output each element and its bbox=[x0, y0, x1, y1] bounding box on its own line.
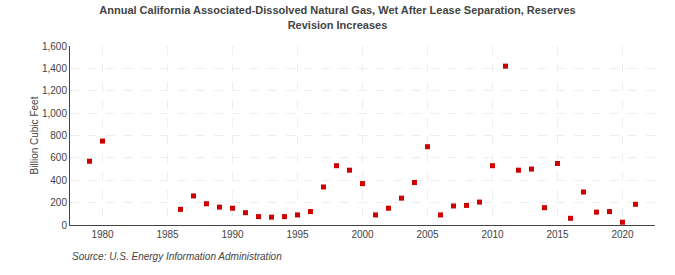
svg-text:1,400: 1,400 bbox=[42, 63, 67, 74]
svg-text:2000: 2000 bbox=[351, 229, 374, 240]
svg-text:800: 800 bbox=[50, 130, 67, 141]
svg-text:1,200: 1,200 bbox=[42, 85, 67, 96]
svg-text:1980: 1980 bbox=[91, 229, 114, 240]
svg-text:1990: 1990 bbox=[221, 229, 244, 240]
svg-text:1,600: 1,600 bbox=[42, 41, 67, 52]
svg-text:2005: 2005 bbox=[416, 229, 439, 240]
svg-text:2010: 2010 bbox=[481, 229, 504, 240]
svg-text:1,000: 1,000 bbox=[42, 108, 67, 119]
svg-text:Annual California Associated-D: Annual California Associated-Dissolved N… bbox=[99, 4, 575, 30]
svg-text:200: 200 bbox=[50, 197, 67, 208]
svg-text:Source: U.S. Energy Informatio: Source: U.S. Energy Information Administ… bbox=[72, 251, 282, 262]
svg-text:400: 400 bbox=[50, 175, 67, 186]
svg-text:1995: 1995 bbox=[286, 229, 309, 240]
svg-text:2020: 2020 bbox=[611, 229, 634, 240]
svg-text:1985: 1985 bbox=[156, 229, 179, 240]
svg-text:Billion Cubic Feet: Billion Cubic Feet bbox=[29, 96, 40, 174]
svg-text:0: 0 bbox=[61, 220, 67, 231]
svg-text:600: 600 bbox=[50, 152, 67, 163]
svg-text:2015: 2015 bbox=[546, 229, 569, 240]
